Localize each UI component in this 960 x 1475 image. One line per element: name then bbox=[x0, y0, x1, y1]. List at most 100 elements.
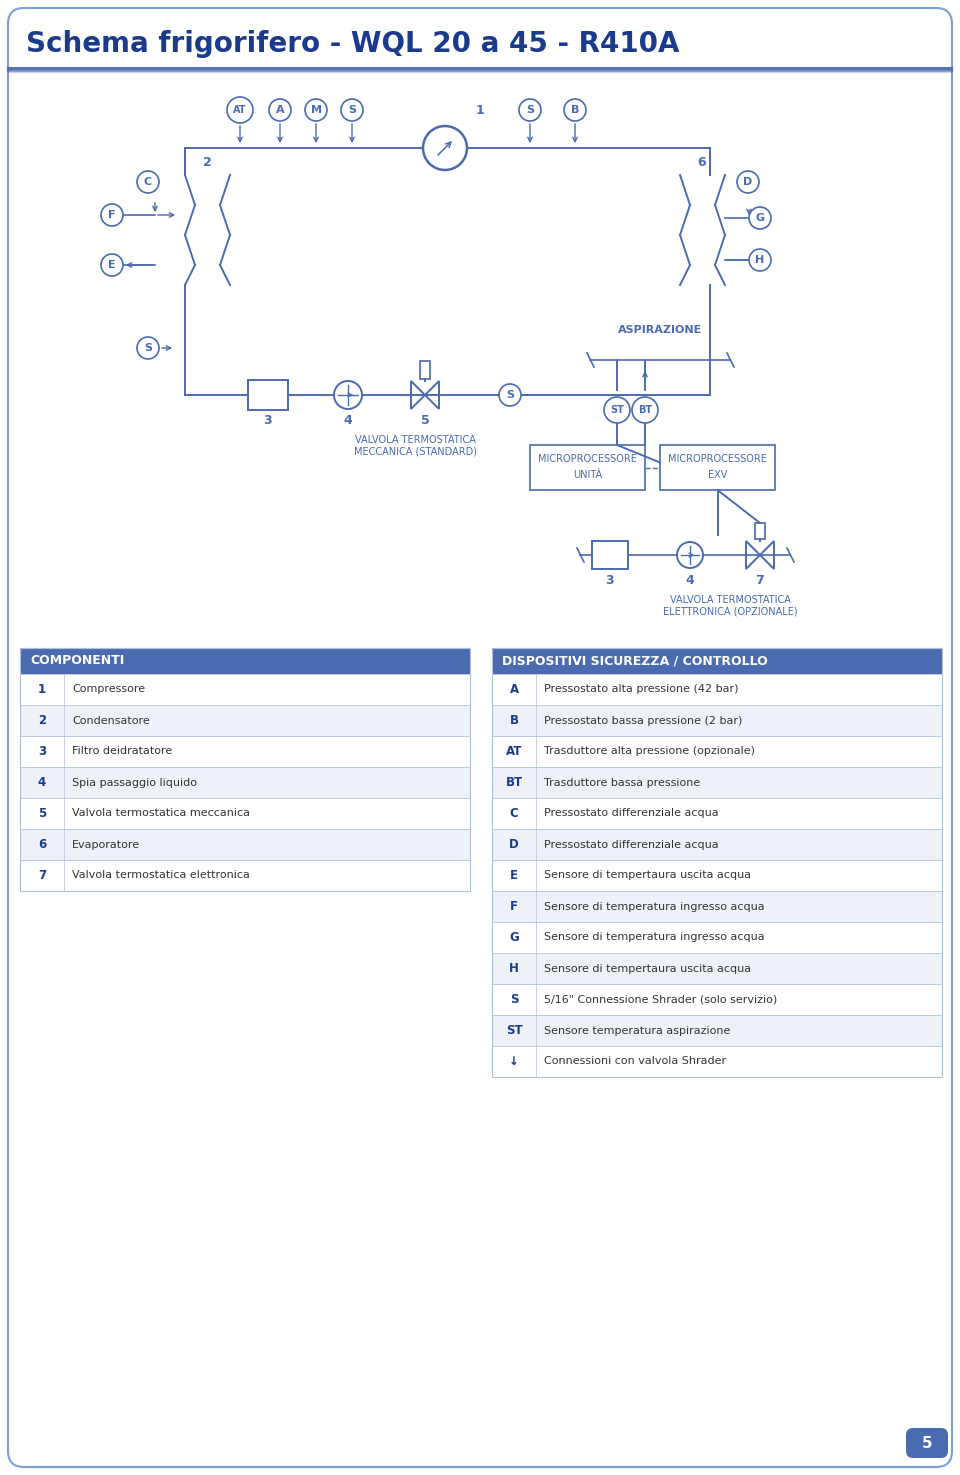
Text: Sensore di tempertaura uscita acqua: Sensore di tempertaura uscita acqua bbox=[544, 963, 751, 974]
Text: AT: AT bbox=[233, 105, 247, 115]
Text: F: F bbox=[510, 900, 518, 913]
Text: 2: 2 bbox=[38, 714, 46, 727]
Circle shape bbox=[101, 254, 123, 276]
Bar bbox=[20, 860, 470, 891]
Circle shape bbox=[604, 397, 630, 423]
Text: B: B bbox=[510, 714, 518, 727]
Bar bbox=[20, 736, 470, 767]
Text: Sensore di temperatura ingresso acqua: Sensore di temperatura ingresso acqua bbox=[544, 901, 764, 912]
Text: D: D bbox=[743, 177, 753, 187]
Bar bbox=[660, 445, 775, 490]
Bar bbox=[492, 705, 942, 736]
Text: C: C bbox=[510, 807, 518, 820]
Text: Filtro deidratatore: Filtro deidratatore bbox=[72, 746, 172, 757]
Bar bbox=[20, 674, 470, 705]
Circle shape bbox=[632, 397, 658, 423]
Circle shape bbox=[749, 207, 771, 229]
Text: ↓: ↓ bbox=[509, 1055, 519, 1068]
Text: Evaporatore: Evaporatore bbox=[72, 839, 140, 850]
Text: D: D bbox=[509, 838, 518, 851]
Text: S: S bbox=[348, 105, 356, 115]
Text: S: S bbox=[506, 389, 514, 400]
Text: Pressostato differenziale acqua: Pressostato differenziale acqua bbox=[544, 839, 719, 850]
Bar bbox=[492, 674, 942, 705]
Text: 2: 2 bbox=[203, 155, 211, 168]
Circle shape bbox=[101, 204, 123, 226]
Circle shape bbox=[564, 99, 586, 121]
Text: A: A bbox=[276, 105, 284, 115]
Circle shape bbox=[519, 99, 541, 121]
Circle shape bbox=[305, 99, 327, 121]
Text: UNITÀ: UNITÀ bbox=[573, 471, 602, 479]
Text: Pressostato bassa pressione (2 bar): Pressostato bassa pressione (2 bar) bbox=[544, 715, 742, 726]
Text: A: A bbox=[510, 683, 518, 696]
Circle shape bbox=[227, 97, 253, 122]
Text: M: M bbox=[310, 105, 322, 115]
Text: G: G bbox=[756, 212, 764, 223]
Bar bbox=[20, 767, 470, 798]
Bar bbox=[492, 891, 942, 922]
Text: 6: 6 bbox=[37, 838, 46, 851]
Text: 6: 6 bbox=[698, 155, 707, 168]
Text: VALVOLA TERMOSTATICA: VALVOLA TERMOSTATICA bbox=[354, 435, 475, 445]
Text: S: S bbox=[144, 344, 152, 353]
Text: Schema frigorifero - WQL 20 a 45 - R410A: Schema frigorifero - WQL 20 a 45 - R410A bbox=[26, 30, 680, 58]
Text: 1: 1 bbox=[38, 683, 46, 696]
Circle shape bbox=[137, 336, 159, 358]
Circle shape bbox=[269, 99, 291, 121]
Bar bbox=[420, 361, 430, 379]
Text: ST: ST bbox=[506, 1024, 522, 1037]
Bar bbox=[755, 524, 765, 538]
Circle shape bbox=[677, 541, 703, 568]
Text: Pressostato differenziale acqua: Pressostato differenziale acqua bbox=[544, 808, 719, 819]
Text: 3: 3 bbox=[264, 414, 273, 428]
Text: BT: BT bbox=[505, 776, 522, 789]
Text: MICROPROCESSORE: MICROPROCESSORE bbox=[668, 454, 767, 465]
Bar bbox=[492, 984, 942, 1015]
Text: Condensatore: Condensatore bbox=[72, 715, 150, 726]
Text: AT: AT bbox=[506, 745, 522, 758]
Text: 5: 5 bbox=[922, 1435, 932, 1450]
Text: EXV: EXV bbox=[708, 471, 727, 479]
Text: ST: ST bbox=[610, 406, 624, 414]
Text: 5: 5 bbox=[37, 807, 46, 820]
Bar bbox=[530, 445, 645, 490]
Text: MECCANICA (STANDARD): MECCANICA (STANDARD) bbox=[353, 447, 476, 457]
Text: Sensore temperatura aspirazione: Sensore temperatura aspirazione bbox=[544, 1025, 731, 1035]
Bar bbox=[492, 829, 942, 860]
Text: 3: 3 bbox=[38, 745, 46, 758]
FancyBboxPatch shape bbox=[906, 1428, 948, 1457]
Bar bbox=[492, 1015, 942, 1046]
Text: S: S bbox=[510, 993, 518, 1006]
Bar bbox=[20, 705, 470, 736]
Text: G: G bbox=[509, 931, 518, 944]
Text: Sensore di tempertaura uscita acqua: Sensore di tempertaura uscita acqua bbox=[544, 870, 751, 881]
Text: H: H bbox=[756, 255, 764, 266]
Bar bbox=[492, 860, 942, 891]
Text: B: B bbox=[571, 105, 579, 115]
Circle shape bbox=[423, 125, 467, 170]
Text: VALVOLA TERMOSTATICA: VALVOLA TERMOSTATICA bbox=[669, 594, 790, 605]
Bar bbox=[492, 767, 942, 798]
Text: Connessioni con valvola Shrader: Connessioni con valvola Shrader bbox=[544, 1056, 726, 1066]
FancyBboxPatch shape bbox=[8, 7, 952, 1468]
Text: 4: 4 bbox=[344, 414, 352, 428]
Circle shape bbox=[499, 384, 521, 406]
Text: S: S bbox=[526, 105, 534, 115]
Text: MICROPROCESSORE: MICROPROCESSORE bbox=[538, 454, 636, 465]
Text: E: E bbox=[108, 260, 116, 270]
Bar bbox=[20, 648, 470, 674]
Bar bbox=[492, 648, 942, 1077]
Text: 3: 3 bbox=[606, 574, 614, 587]
Circle shape bbox=[334, 381, 362, 409]
Text: 7: 7 bbox=[38, 869, 46, 882]
Text: 5/16" Connessione Shrader (solo servizio): 5/16" Connessione Shrader (solo servizio… bbox=[544, 994, 778, 1004]
Text: BT: BT bbox=[638, 406, 652, 414]
Text: 4: 4 bbox=[685, 574, 694, 587]
Text: 1: 1 bbox=[475, 103, 485, 117]
Circle shape bbox=[749, 249, 771, 271]
Text: 7: 7 bbox=[756, 574, 764, 587]
Bar bbox=[492, 1046, 942, 1077]
Bar bbox=[492, 798, 942, 829]
Bar bbox=[492, 922, 942, 953]
